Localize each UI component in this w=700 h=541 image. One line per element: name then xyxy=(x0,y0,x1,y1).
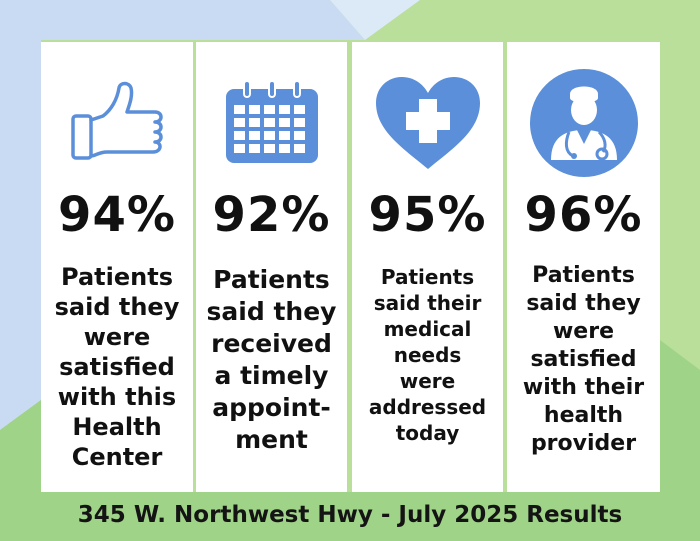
heart-cross-icon xyxy=(352,68,503,178)
description-line: satisfied xyxy=(59,353,175,381)
stat-card-health-provider: 96% Patients said they were satisfied wi… xyxy=(507,42,660,492)
description-line: addressed xyxy=(368,395,487,419)
stat-card-health-center: 94% Patients said they were satisfied wi… xyxy=(41,42,193,492)
description-line: said they xyxy=(206,297,337,326)
description-line: were xyxy=(83,323,151,351)
description-line: Health xyxy=(72,413,162,441)
doctor-icon xyxy=(507,68,660,178)
description-line: today xyxy=(395,421,460,445)
description-line: Patients xyxy=(380,265,475,289)
description-line: a timely xyxy=(214,361,329,390)
description-line: ment xyxy=(235,425,308,454)
stat-description: Patients said their medical needs were a… xyxy=(354,264,501,446)
description-line: satisfied xyxy=(530,347,637,372)
stat-description: Patients said they were satisfied with t… xyxy=(43,262,191,472)
description-line: Patients xyxy=(532,263,635,288)
stat-description: Patients said they received a timely app… xyxy=(198,264,345,456)
stat-description: Patients said they were satisfied with t… xyxy=(509,262,658,458)
description-line: said they xyxy=(526,291,641,316)
description-line: were xyxy=(552,319,614,344)
thumbs-up-icon xyxy=(41,68,193,178)
description-line: Center xyxy=(71,443,163,471)
percent-value: 96% xyxy=(524,187,643,243)
percent-value: 94% xyxy=(58,187,176,243)
description-line: said their xyxy=(373,291,482,315)
description-line: appoint- xyxy=(212,393,331,422)
description-line: health xyxy=(543,403,624,428)
calendar-icon xyxy=(196,68,347,178)
description-line: needs xyxy=(393,343,462,367)
description-line: with their xyxy=(522,375,645,400)
percent-value: 92% xyxy=(212,187,331,243)
description-line: with this xyxy=(57,383,177,411)
percent-value: 95% xyxy=(368,187,487,243)
stat-card-timely-appointment: 92% Patients said they received a timely… xyxy=(196,42,347,492)
description-line: Patients xyxy=(213,265,330,294)
description-line: provider xyxy=(530,431,637,456)
description-line: were xyxy=(399,369,456,393)
description-line: Patients xyxy=(61,263,173,291)
description-line: medical xyxy=(383,317,472,341)
description-line: received xyxy=(211,329,332,358)
footer-caption: 345 W. Northwest Hwy - July 2025 Results xyxy=(77,502,623,528)
description-line: said they xyxy=(54,293,180,321)
stat-card-medical-needs: 95% Patients said their medical needs we… xyxy=(352,42,503,492)
